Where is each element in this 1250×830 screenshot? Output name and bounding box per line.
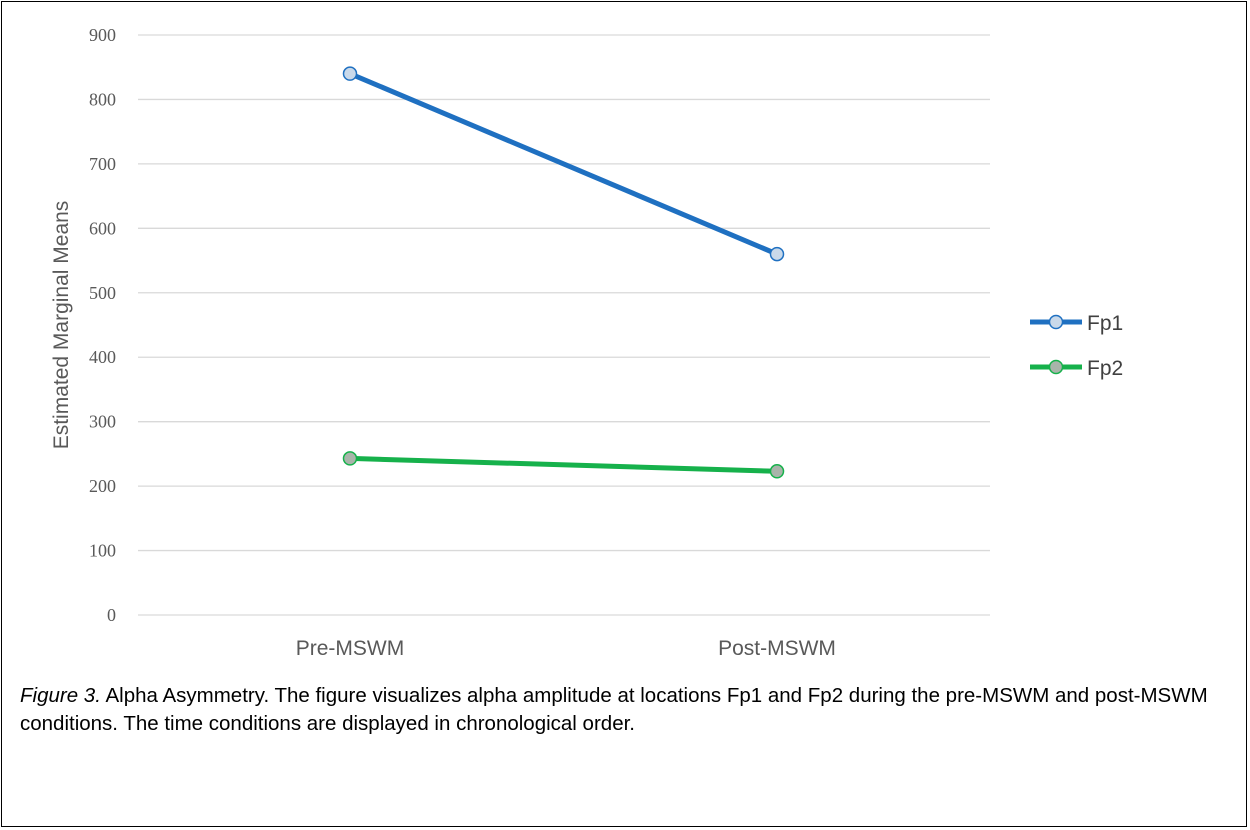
y-tick-label: 400 — [89, 347, 116, 367]
y-tick-label: 700 — [89, 154, 116, 174]
legend-label: Fp2 — [1087, 357, 1123, 380]
legend-item: Fp1 — [1030, 312, 1123, 335]
data-point — [769, 246, 785, 262]
caption-label: Figure 3. — [20, 684, 101, 707]
y-axis-ticks: 0 100 200 300 400 500 600 700 800 900 — [89, 25, 116, 625]
x-axis-categories: Pre-MSWM Post-MSWM — [296, 637, 836, 660]
series-line — [347, 455, 780, 474]
legend-marker — [1048, 314, 1064, 330]
y-tick-label: 300 — [89, 412, 116, 432]
caption-text: Alpha Asymmetry. The figure visualizes a… — [20, 684, 1208, 735]
gridlines — [138, 34, 990, 616]
legend: Fp1 Fp2 — [1030, 312, 1123, 380]
x-category-label: Pre-MSWM — [296, 637, 405, 660]
y-tick-label: 800 — [89, 89, 116, 109]
legend-item: Fp2 — [1030, 357, 1123, 380]
y-tick-label: 200 — [89, 476, 116, 496]
legend-label: Fp1 — [1087, 312, 1123, 335]
figure-caption: Figure 3. Alpha Asymmetry. The figure vi… — [20, 682, 1235, 738]
data-point — [342, 66, 358, 81]
legend-marker — [1048, 359, 1064, 375]
series-lines — [342, 66, 785, 479]
x-category-label: Post-MSWM — [718, 637, 836, 660]
y-tick-label: 100 — [89, 541, 116, 561]
y-tick-label: 500 — [89, 283, 116, 303]
y-tick-label: 0 — [107, 605, 116, 625]
y-tick-label: 600 — [89, 218, 116, 238]
data-point — [769, 464, 785, 479]
series-fp1 — [342, 66, 785, 262]
y-tick-label: 900 — [89, 25, 116, 45]
line-chart: 0 100 200 300 400 500 600 700 800 900 Pre-MSWM Pos… — [50, 25, 1123, 660]
data-point — [342, 451, 358, 466]
series-fp2 — [342, 451, 785, 479]
series-line — [347, 71, 780, 257]
y-axis-title: Estimated Marginal Means — [50, 201, 73, 450]
